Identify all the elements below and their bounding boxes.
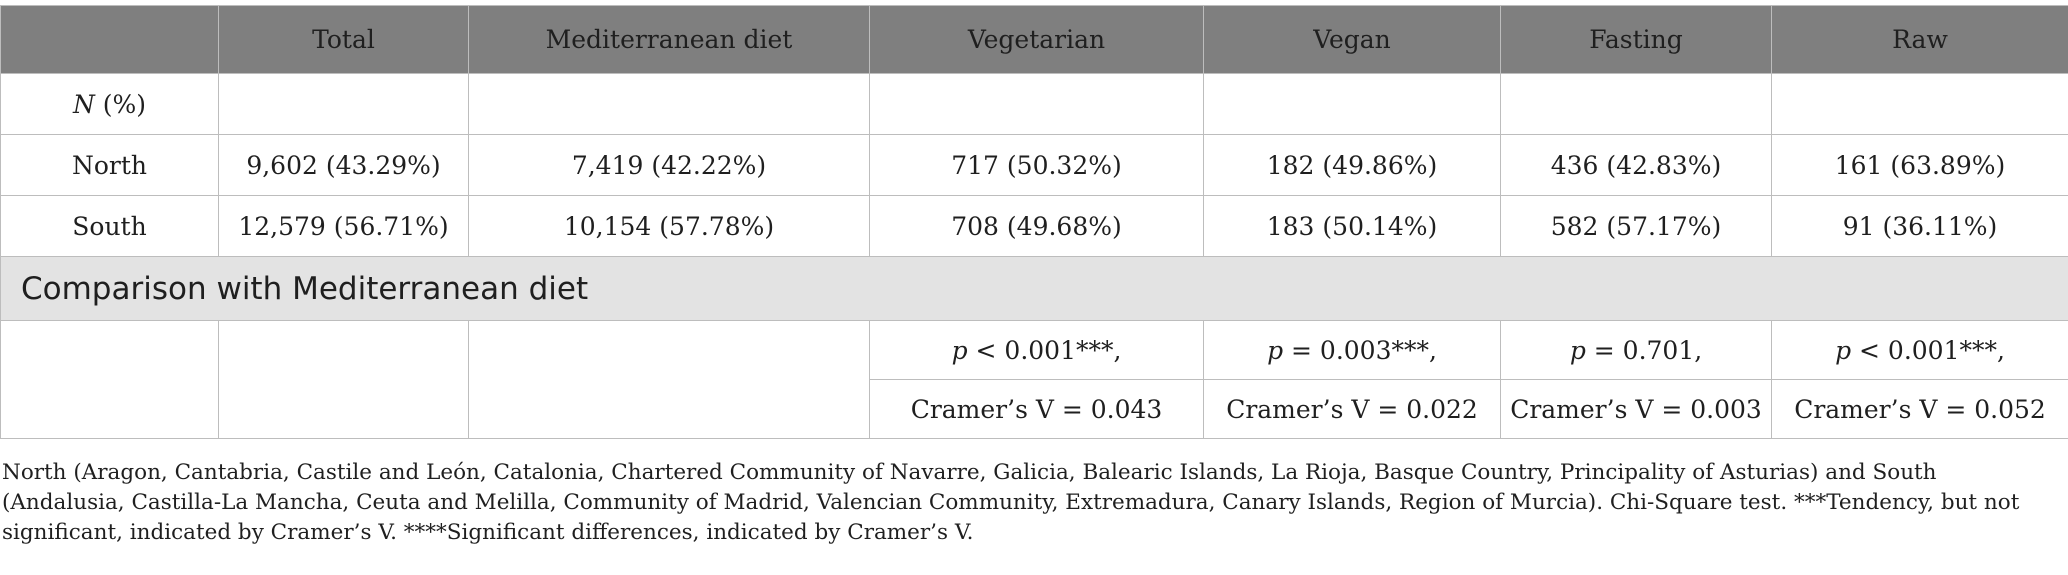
header-cell-fasting: Fasting [1500,5,1772,74]
header-cell-blank [0,5,219,74]
p-value: < 0.001***, [1851,335,2005,365]
table-cell: 7,419 (42.22%) [468,134,870,196]
table-cell: 182 (49.86%) [1203,134,1501,196]
n-symbol: N [72,89,95,119]
p-value: = 0.003***, [1283,335,1437,365]
p-value-cell-raw: p < 0.001***, [1771,320,2068,380]
table-cell-empty [468,320,870,439]
cramers-cell-vegetarian: Cramer’s V = 0.043 [869,379,1204,439]
section-row: Comparison with Mediterranean diet [0,256,2068,321]
table-cell [1500,73,1772,135]
p-symbol: p [1569,335,1586,365]
table-cell [869,73,1204,135]
table-cell: 12,579 (56.71%) [218,195,469,257]
table-cell: 91 (36.11%) [1771,195,2068,257]
table-cell [218,73,469,135]
table-cell [468,73,870,135]
header-cell-total: Total [218,5,469,74]
table-cell: 717 (50.32%) [869,134,1204,196]
section-title: Comparison with Mediterranean diet [0,256,2068,321]
header-cell-vegan: Vegan [1203,5,1501,74]
header-row: Total Mediterranean diet Vegetarian Vega… [0,5,2068,74]
table-cell: 10,154 (57.78%) [468,195,870,257]
table-row-north: North 9,602 (43.29%) 7,419 (42.22%) 717 … [0,134,2068,196]
n-suffix: (%) [94,89,147,119]
header-cell-mediterranean: Mediterranean diet [468,5,870,74]
table-cell [1771,73,2068,135]
table-row-south: South 12,579 (56.71%) 10,154 (57.78%) 70… [0,195,2068,257]
table-cell: 582 (57.17%) [1500,195,1772,257]
cramers-cell-fasting: Cramer’s V = 0.003 [1500,379,1772,439]
p-value-cell-fasting: p = 0.701, [1500,320,1772,380]
header-cell-raw: Raw [1771,5,2068,74]
row-label: North [0,134,219,196]
p-symbol: p [1835,335,1852,365]
table-cell: 708 (49.68%) [869,195,1204,257]
p-symbol: p [1267,335,1284,365]
table-cell-empty [218,320,469,439]
table-cell-empty [0,320,219,439]
cramers-cell-raw: Cramer’s V = 0.052 [1771,379,2068,439]
cramers-cell-vegan: Cramer’s V = 0.022 [1203,379,1501,439]
p-value-cell-vegan: p = 0.003***, [1203,320,1501,380]
p-symbol: p [951,335,968,365]
row-label: N (%) [0,73,219,135]
header-cell-vegetarian: Vegetarian [869,5,1204,74]
table-cell: 436 (42.83%) [1500,134,1772,196]
p-value-cell-vegetarian: p < 0.001***, [869,320,1204,380]
table-row-cramers: Cramer’s V = 0.043 Cramer’s V = 0.022 Cr… [1,379,2068,439]
table-footnote: North (Aragon, Cantabria, Castile and Le… [2,460,2020,545]
p-value: < 0.001***, [967,335,1122,365]
table-row-pvalues: p < 0.001***, p = 0.003***, p = 0.701, p… [0,320,2068,439]
table-cell: 9,602 (43.29%) [218,134,469,196]
p-value: = 0.701, [1585,335,1703,365]
table-cell: 161 (63.89%) [1771,134,2068,196]
table-cell [1203,73,1501,135]
row-label: South [0,195,219,257]
table-cell: 183 (50.14%) [1203,195,1501,257]
table-row-n-percent: N (%) [0,73,2068,135]
diet-region-table: Total Mediterranean diet Vegetarian Vega… [0,5,2068,439]
